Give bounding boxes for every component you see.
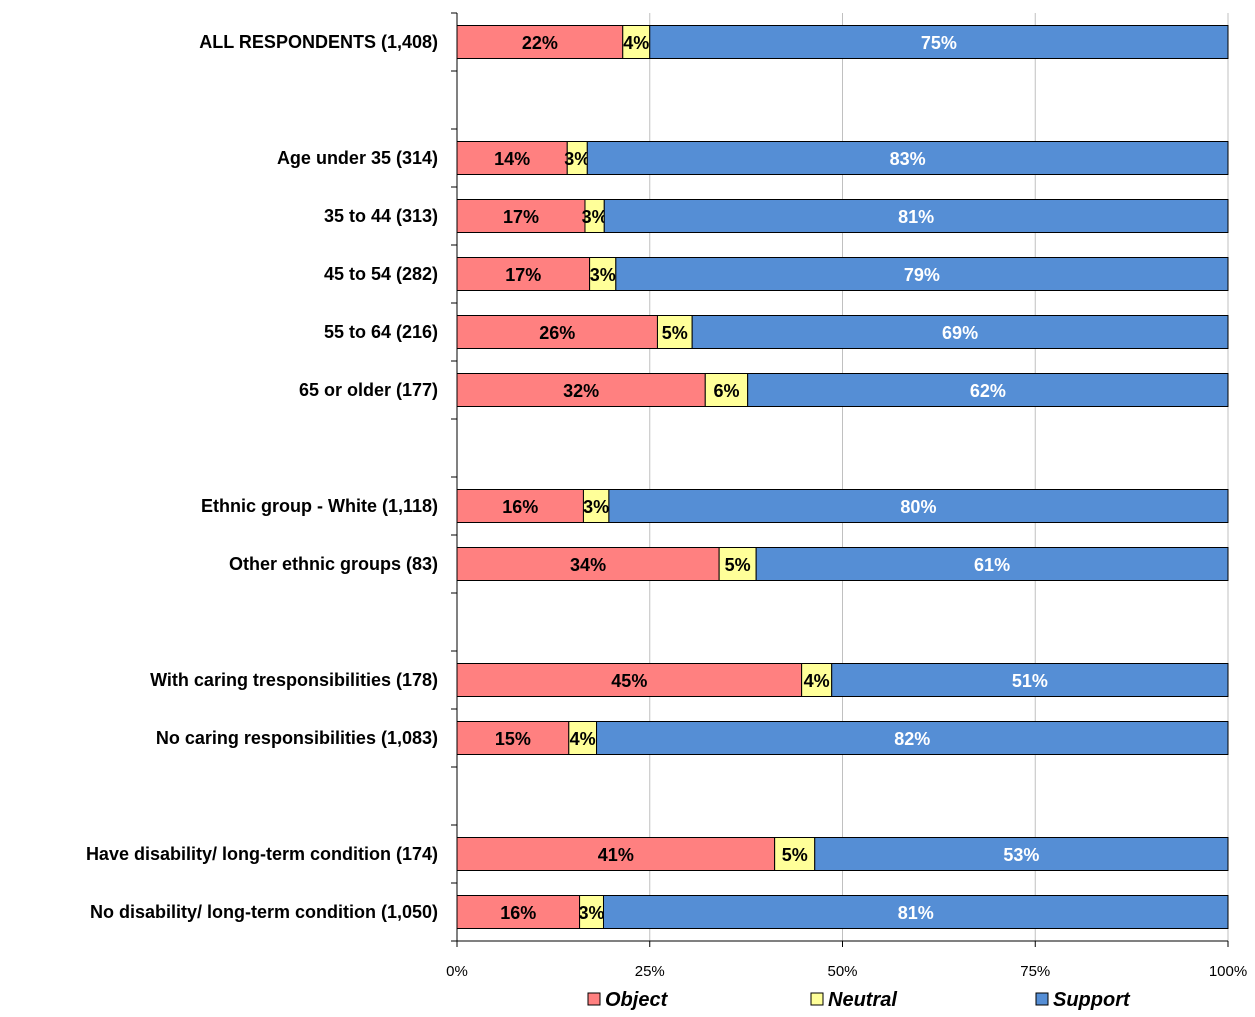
category-label: With caring tresponsibilities (178) — [150, 670, 438, 690]
data-label: 3% — [590, 265, 616, 285]
category-label: ALL RESPONDENTS (1,408) — [199, 32, 438, 52]
data-label: 81% — [898, 207, 934, 227]
bar-support — [603, 199, 1229, 233]
data-label: 3% — [579, 903, 605, 923]
data-label: 4% — [623, 33, 649, 53]
bar-neutral — [656, 315, 693, 349]
bar-object — [456, 25, 624, 59]
bar-support — [586, 141, 1229, 175]
x-tick-label: 25% — [635, 963, 665, 980]
category-label: Age under 35 (314) — [277, 148, 438, 168]
bar-neutral — [704, 373, 749, 407]
legend-swatch-support — [1035, 992, 1049, 1006]
data-label: 34% — [570, 555, 606, 575]
bar-support — [814, 837, 1229, 871]
data-label: 16% — [502, 497, 538, 517]
data-label: 22% — [522, 33, 558, 53]
bar-support — [608, 489, 1229, 523]
bar-support — [747, 373, 1229, 407]
data-label: 81% — [898, 903, 934, 923]
x-tick-label: 50% — [827, 963, 857, 980]
data-label: 61% — [974, 555, 1010, 575]
bar-neutral — [801, 663, 833, 697]
data-label: 83% — [890, 149, 926, 169]
bar-neutral — [582, 489, 610, 523]
data-label: 17% — [503, 207, 539, 227]
data-label: 17% — [505, 265, 541, 285]
category-label: 55 to 64 (216) — [324, 322, 438, 342]
bar-neutral — [718, 547, 757, 581]
bar-object — [456, 547, 720, 581]
category-label: Have disability/ long-term condition (17… — [86, 844, 438, 864]
bar-support — [691, 315, 1229, 349]
x-tick-labels: 0% 25% 50% 75% 100% — [446, 963, 1247, 980]
category-labels: ALL RESPONDENTS (1,408) Age under 35 (314… — [86, 32, 438, 922]
data-label: 53% — [1003, 845, 1039, 865]
bar-object — [456, 141, 568, 175]
bar-object — [456, 721, 570, 755]
data-label: 41% — [598, 845, 634, 865]
category-label: Other ethnic groups (83) — [229, 554, 438, 574]
legend: Object Neutral Support — [587, 989, 1131, 1011]
data-label: 6% — [713, 381, 739, 401]
bar-support — [755, 547, 1229, 581]
data-label: 3% — [583, 497, 609, 517]
bar-support — [649, 25, 1229, 59]
x-tick-label: 0% — [446, 963, 468, 980]
bar-object — [456, 257, 591, 291]
data-label: 14% — [494, 149, 530, 169]
data-label: 3% — [564, 149, 590, 169]
data-label: 82% — [894, 729, 930, 749]
data-label: 4% — [570, 729, 596, 749]
category-label: No caring responsibilities (1,083) — [156, 728, 438, 748]
data-label: 5% — [725, 555, 751, 575]
category-label: 45 to 54 (282) — [324, 264, 438, 284]
data-label: 75% — [921, 33, 957, 53]
legend-label-support: Support — [1053, 989, 1131, 1011]
category-label: Ethnic group - White (1,118) — [201, 496, 438, 516]
legend-label-neutral: Neutral — [828, 989, 897, 1011]
data-label: 16% — [500, 903, 536, 923]
data-label: 45% — [611, 671, 647, 691]
data-label: 5% — [782, 845, 808, 865]
axes — [451, 12, 1229, 947]
bar-support — [615, 257, 1229, 291]
data-label: 80% — [900, 497, 936, 517]
bar-support — [602, 895, 1229, 929]
x-tick-label: 100% — [1209, 963, 1247, 980]
bar-object — [456, 837, 776, 871]
data-label: 51% — [1012, 671, 1048, 691]
data-label: 26% — [539, 323, 575, 343]
bars: 22% 4% 75% 14% 3% 83% 17% 3% 81% 17% 3% 79% 26% 5% 69%… — [456, 25, 1229, 929]
data-label: 5% — [662, 323, 688, 343]
legend-swatch-neutral — [810, 992, 824, 1006]
data-label: 3% — [582, 207, 608, 227]
data-label: 4% — [804, 671, 830, 691]
data-label: 79% — [904, 265, 940, 285]
bar-support — [596, 721, 1229, 755]
data-label: 15% — [495, 729, 531, 749]
category-label: 65 or older (177) — [299, 380, 438, 400]
x-tick-label: 75% — [1020, 963, 1050, 980]
data-label: 62% — [970, 381, 1006, 401]
category-label: 35 to 44 (313) — [324, 206, 438, 226]
bar-object — [456, 199, 586, 233]
data-label: 69% — [942, 323, 978, 343]
legend-label-object: Object — [605, 989, 669, 1011]
legend-swatch-object — [587, 992, 601, 1006]
data-label: 32% — [563, 381, 599, 401]
category-label: No disability/ long-term condition (1,05… — [90, 902, 438, 922]
bar-support — [831, 663, 1229, 697]
